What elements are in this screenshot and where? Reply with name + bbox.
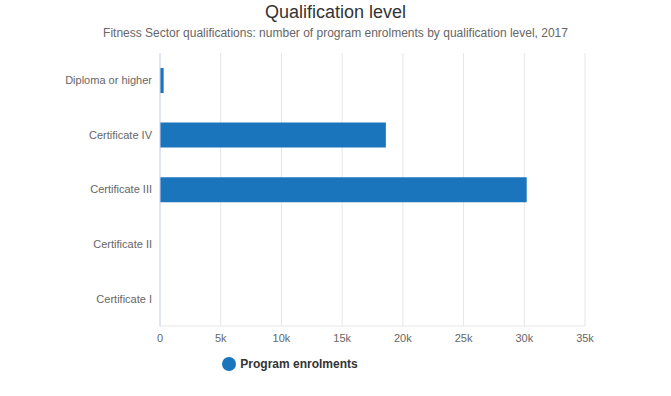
- svg-text:30k: 30k: [515, 332, 533, 344]
- svg-text:20k: 20k: [394, 332, 412, 344]
- svg-text:35k: 35k: [576, 332, 594, 344]
- svg-text:25k: 25k: [455, 332, 473, 344]
- svg-text:Certificate III: Certificate III: [90, 183, 152, 195]
- html-text:Fitness Sector qualifications:: Fitness Sector qualifications: number of…: [103, 26, 568, 40]
- svg-text:Diploma or higher: Diploma or higher: [65, 74, 152, 86]
- svg-text:5k: 5k: [215, 332, 227, 344]
- svg-text:Certificate I: Certificate I: [96, 293, 152, 305]
- svg-text:Certificate II: Certificate II: [93, 238, 152, 250]
- html-text:Qualification level: Qualification level: [265, 2, 406, 22]
- svg-text:10k: 10k: [273, 332, 291, 344]
- svg-text:Certificate IV: Certificate IV: [89, 129, 153, 141]
- svg-text:0: 0: [157, 332, 163, 344]
- html-text:Program enrolments: Program enrolments: [240, 357, 358, 371]
- svg-text:15k: 15k: [333, 332, 351, 344]
